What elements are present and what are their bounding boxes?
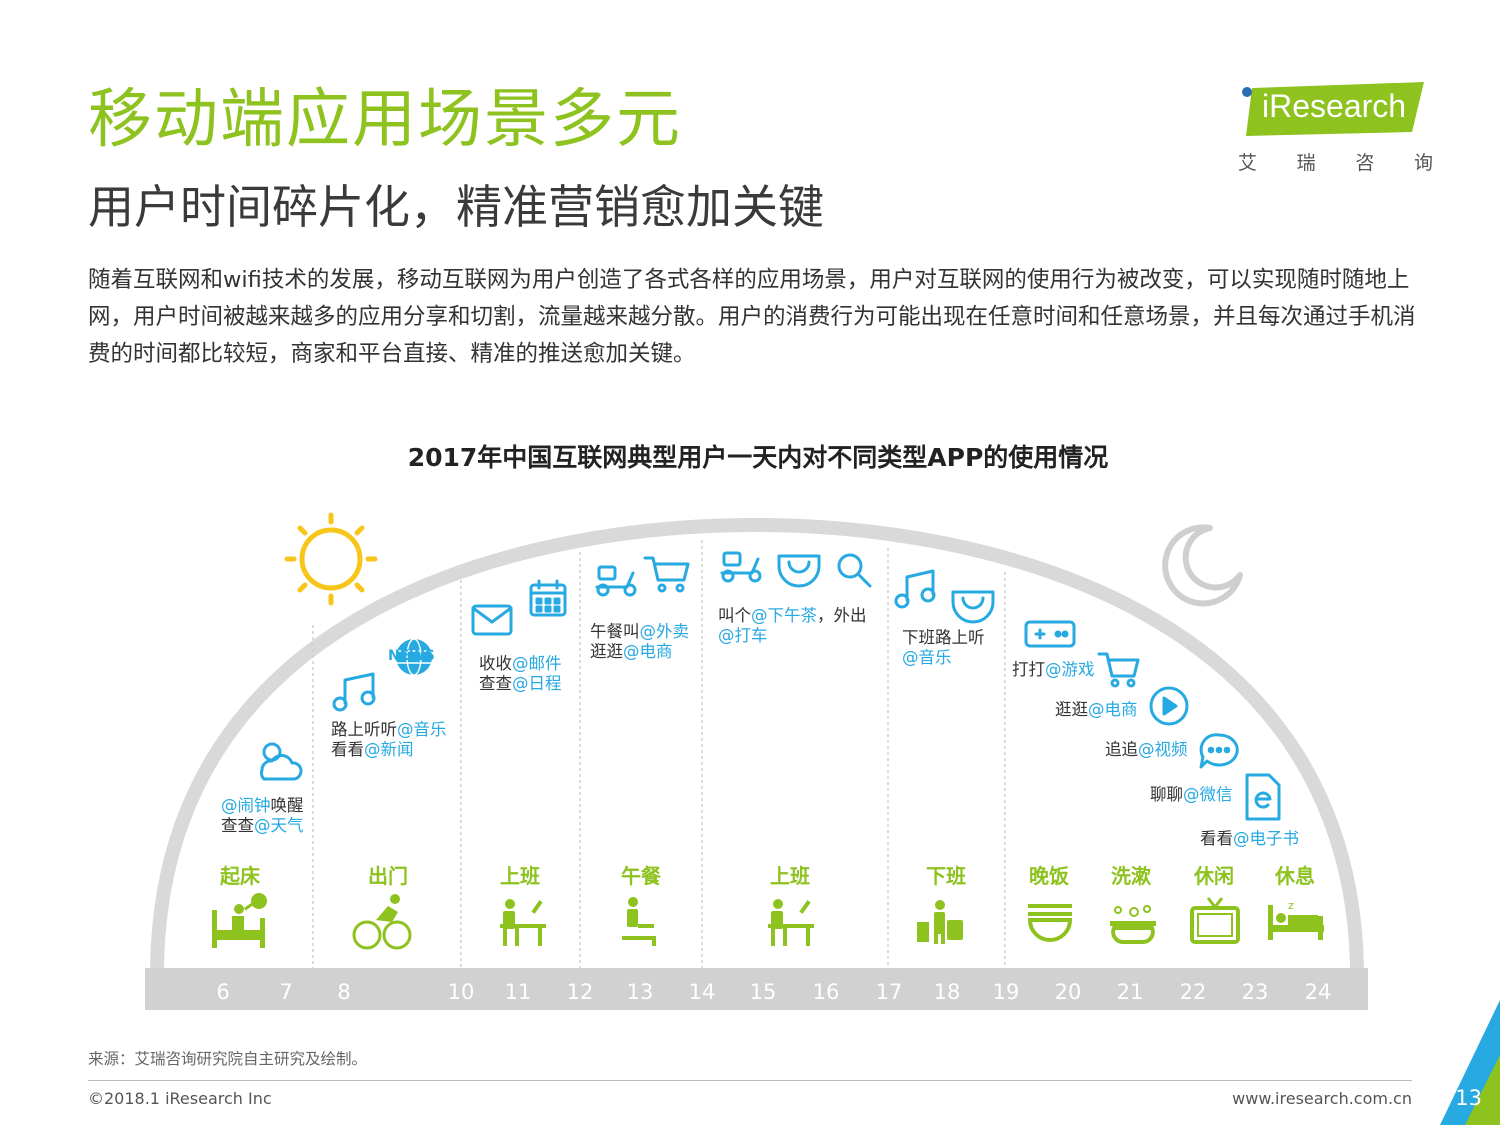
activity-label: 上班 <box>500 864 540 888</box>
label-evening-video: 追追@视频 <box>1105 740 1188 759</box>
logo-cn-char: 瑞 <box>1296 152 1316 174</box>
period-dividers <box>312 540 1006 968</box>
label-afternoon-tea: 叫个@下午茶，外出 <box>718 606 867 625</box>
desk-work-icon <box>500 899 546 946</box>
logo-text: iResearch <box>1262 88 1407 124</box>
off-work-icon <box>917 900 963 944</box>
dome-arc <box>150 517 1364 969</box>
ebook-icon <box>1245 773 1281 821</box>
music-icon <box>332 672 376 712</box>
hour-tick: 14 <box>688 980 716 1004</box>
calendar-icon <box>529 579 567 617</box>
website-url: www.iresearch.com.cn <box>1232 1089 1412 1108</box>
tea-cup-icon <box>951 590 995 624</box>
label-out-news: 看看@新闻 <box>331 740 414 759</box>
label-out-music: 路上听听@音乐 <box>331 720 447 739</box>
footer-divider <box>88 1080 1412 1081</box>
cycling-icon <box>352 894 412 950</box>
desk-work-icon <box>768 899 814 946</box>
sleep-icon: z <box>1268 899 1324 940</box>
activity-label: 休息 <box>1275 864 1315 888</box>
label-evening-ebook: 看看@电子书 <box>1200 829 1299 848</box>
activity-label: 洗漱 <box>1111 864 1151 888</box>
hour-tick: 24 <box>1304 980 1332 1004</box>
hour-tick: 17 <box>875 980 903 1004</box>
tea-cup-icon <box>777 554 821 588</box>
page-number: 13 <box>1455 1086 1482 1110</box>
logo-cn-char: 艾 <box>1238 152 1258 174</box>
sun-icon <box>284 512 378 606</box>
logo-badge-shape <box>1242 82 1424 136</box>
activity-label: 午餐 <box>621 864 661 888</box>
scooter-icon <box>595 565 637 597</box>
label-wake-weather: 查查@天气 <box>221 816 304 835</box>
page-subtitle: 用户时间碎片化，精准营销愈加关键 <box>88 180 824 234</box>
hour-tick: 15 <box>749 980 777 1004</box>
weather-icon <box>259 742 303 781</box>
hour-tick: 6 <box>216 980 230 1004</box>
mail-icon <box>471 604 513 636</box>
activity-label: 晚饭 <box>1029 864 1069 888</box>
video-play-icon <box>1149 686 1189 726</box>
logo-cn: 艾 瑞 咨 询 <box>1238 148 1433 175</box>
cart-icon <box>643 556 690 593</box>
source-note: 来源：艾瑞咨询研究院自主研究及绘制。 <box>88 1050 368 1068</box>
hour-tick: 18 <box>933 980 961 1004</box>
label-evening-shop: 逛逛@电商 <box>1055 700 1138 719</box>
moon-icon <box>1162 524 1243 607</box>
chat-icon <box>1199 733 1239 769</box>
bath-icon <box>1110 905 1156 944</box>
search-icon <box>837 553 872 588</box>
label-evening-wechat: 聊聊@微信 <box>1150 785 1233 804</box>
lunch-icon <box>622 897 656 946</box>
intro-paragraph: 随着互联网和wifi技术的发展，移动互联网为用户创造了各式各样的应用场景，用户对… <box>88 267 1416 367</box>
time-axis-bar <box>145 968 1368 1010</box>
hour-tick: 11 <box>504 980 532 1004</box>
label-taxi: @打车 <box>718 626 768 645</box>
activity-label: 休闲 <box>1194 864 1234 888</box>
label-lunch-takeout: 午餐叫@外卖 <box>590 622 689 641</box>
activity-label: 出门 <box>368 864 408 888</box>
logo-cn-char: 询 <box>1413 152 1433 174</box>
chart-title: 2017年中国互联网典型用户一天内对不同类型APP的使用情况 <box>407 443 1109 472</box>
hour-tick: 21 <box>1116 980 1144 1004</box>
copyright: ©2018.1 iResearch Inc <box>88 1089 272 1108</box>
label-lunch-shop: 逛逛@电商 <box>590 642 673 661</box>
news-badge: NEWS <box>388 648 435 664</box>
svg-text:z: z <box>1288 899 1294 912</box>
label-work-mail: 收收@邮件 <box>479 654 562 673</box>
activity-label: 起床 <box>220 864 260 888</box>
news-icon <box>396 638 432 676</box>
hour-tick: 20 <box>1054 980 1082 1004</box>
label-off-listen: 下班路上听 <box>902 628 985 647</box>
page-corner-decoration <box>1440 1000 1500 1125</box>
hour-tick: 22 <box>1179 980 1207 1004</box>
label-off-music: @音乐 <box>902 648 952 667</box>
scooter-icon <box>720 551 762 583</box>
label-wake-alarm: @闹钟唤醒 <box>221 796 304 815</box>
hour-tick: 13 <box>626 980 654 1004</box>
label-evening-game: 打打@游戏 <box>1012 660 1095 679</box>
dinner-bowl-icon <box>1027 904 1073 942</box>
hour-tick: 10 <box>447 980 475 1004</box>
activity-label: 上班 <box>770 864 810 888</box>
iresearch-logo: iResearch 艾 瑞 咨 询 <box>1238 82 1438 175</box>
music-icon <box>894 569 936 609</box>
hour-tick: 8 <box>337 980 351 1004</box>
hour-tick: 19 <box>992 980 1020 1004</box>
page-title: 移动端应用场景多元 <box>88 83 682 157</box>
tv-icon <box>1190 897 1240 944</box>
logo-cn-char: 咨 <box>1355 152 1375 174</box>
game-icon <box>1024 620 1076 648</box>
wake-up-icon <box>212 893 267 948</box>
hour-tick: 16 <box>812 980 840 1004</box>
cart-icon <box>1097 652 1140 688</box>
hour-tick: 23 <box>1241 980 1269 1004</box>
label-work-calendar: 查查@日程 <box>479 674 562 693</box>
hour-tick: 12 <box>566 980 594 1004</box>
activity-label: 下班 <box>926 864 966 888</box>
hour-tick: 7 <box>279 980 293 1004</box>
